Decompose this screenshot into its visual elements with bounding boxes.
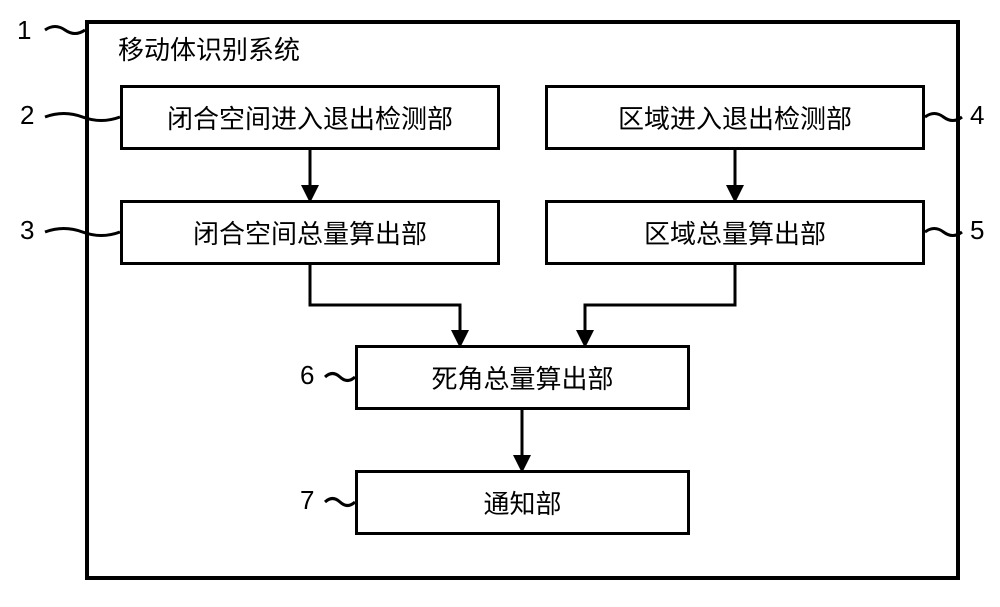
node-n5-label: 区域总量算出部 (644, 214, 826, 251)
system-title: 移动体识别系统 (118, 30, 300, 67)
leader-1 (45, 27, 85, 34)
node-n6-label: 死角总量算出部 (431, 359, 613, 396)
node-n6: 死角总量算出部 (355, 345, 690, 410)
node-n2: 闭合空间进入退出检测部 (120, 85, 500, 150)
ref-label-3: 3 (20, 215, 34, 246)
ref-label-6: 6 (300, 360, 314, 391)
ref-label-7: 7 (300, 485, 314, 516)
node-n4: 区域进入退出检测部 (545, 85, 925, 150)
ref-label-2: 2 (20, 100, 34, 131)
node-n7-label: 通知部 (483, 484, 561, 521)
node-n5: 区域总量算出部 (545, 200, 925, 265)
node-n2-label: 闭合空间进入退出检测部 (167, 99, 453, 136)
node-n7: 通知部 (355, 470, 690, 535)
ref-label-5: 5 (970, 215, 984, 246)
node-n3: 闭合空间总量算出部 (120, 200, 500, 265)
ref-label-4: 4 (970, 100, 984, 131)
node-n3-label: 闭合空间总量算出部 (193, 214, 427, 251)
ref-label-1: 1 (17, 15, 31, 46)
node-n4-label: 区域进入退出检测部 (618, 99, 852, 136)
